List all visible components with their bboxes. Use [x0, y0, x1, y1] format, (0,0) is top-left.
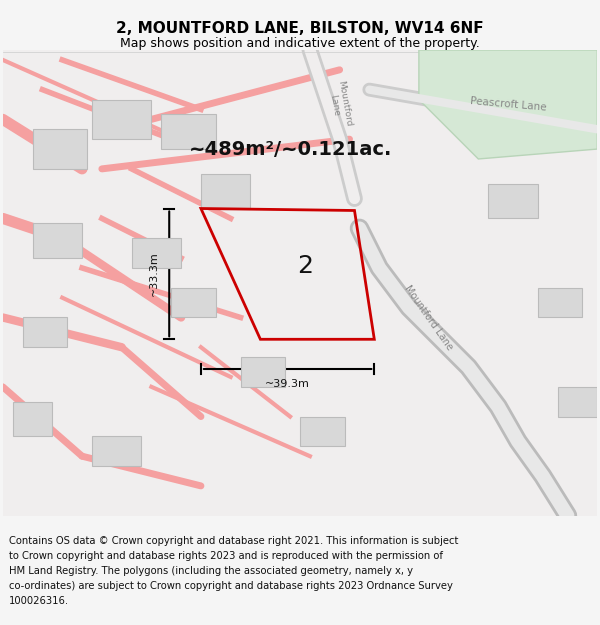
Bar [13, 402, 52, 436]
Bar [32, 129, 87, 169]
Text: HM Land Registry. The polygons (including the associated geometry, namely x, y: HM Land Registry. The polygons (includin… [9, 566, 413, 576]
Bar [241, 357, 285, 387]
Text: ~39.3m: ~39.3m [265, 379, 310, 389]
Bar [488, 184, 538, 218]
Bar [131, 238, 181, 268]
Bar [92, 436, 142, 466]
Bar [538, 288, 583, 318]
Text: 100026316.: 100026316. [9, 596, 69, 606]
Bar [92, 99, 151, 139]
Text: Mountford
Lane: Mountford Lane [326, 80, 353, 129]
Text: 2: 2 [297, 254, 313, 278]
Text: Map shows position and indicative extent of the property.: Map shows position and indicative extent… [120, 38, 480, 50]
Text: to Crown copyright and database rights 2023 and is reproduced with the permissio: to Crown copyright and database rights 2… [9, 551, 443, 561]
Text: Peascroft Lane: Peascroft Lane [470, 96, 547, 112]
Bar [300, 416, 344, 446]
Text: 2, MOUNTFORD LANE, BILSTON, WV14 6NF: 2, MOUNTFORD LANE, BILSTON, WV14 6NF [116, 21, 484, 36]
Text: ~33.3m: ~33.3m [149, 251, 160, 296]
Text: Mountford Lane: Mountford Lane [403, 283, 455, 352]
Polygon shape [419, 50, 597, 159]
Text: co-ordinates) are subject to Crown copyright and database rights 2023 Ordnance S: co-ordinates) are subject to Crown copyr… [9, 581, 453, 591]
Bar [201, 174, 250, 209]
Bar [161, 114, 216, 149]
Bar [171, 288, 216, 318]
Bar [557, 387, 597, 416]
Bar [23, 318, 67, 348]
Text: Contains OS data © Crown copyright and database right 2021. This information is : Contains OS data © Crown copyright and d… [9, 536, 458, 546]
Bar [32, 223, 82, 258]
Text: ~489m²/~0.121ac.: ~489m²/~0.121ac. [188, 139, 392, 159]
